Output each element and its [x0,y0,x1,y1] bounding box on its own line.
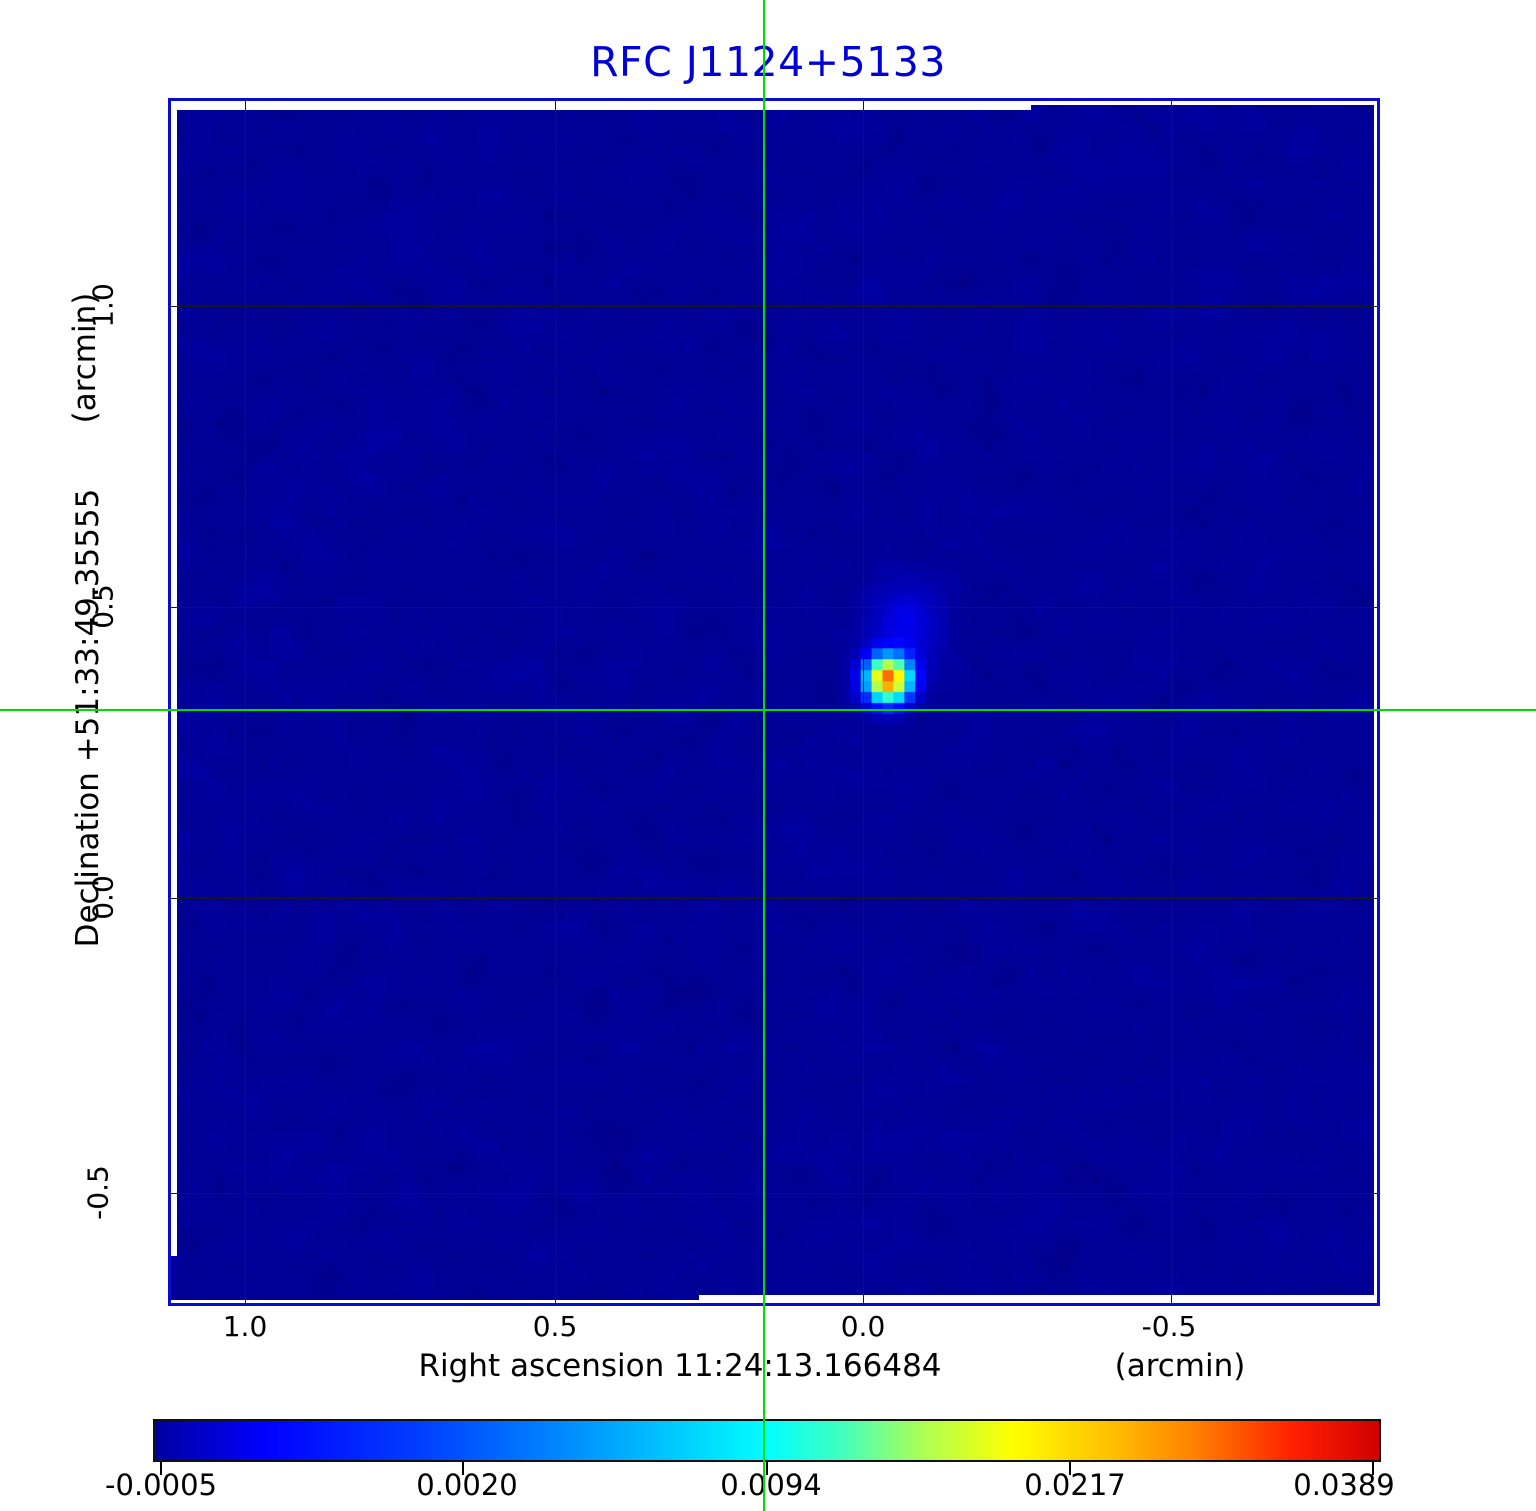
x-tick-label-3: 0.0 [840,1310,886,1343]
colorbar-container[interactable] [153,1419,1381,1462]
x-tick-label-2: 0.5 [532,1310,578,1343]
y-tick-label-4: -0.5 [81,1165,115,1220]
y-axis-unit-label: (arcmin) [67,292,103,424]
colorbar-gradient[interactable] [153,1419,1381,1462]
colorbar-label-1: -0.0005 [105,1468,217,1502]
colorbar-label-3: 0.0094 [720,1468,822,1502]
sky-map-panel[interactable] [168,98,1380,1306]
colorbar-tick-3 [766,1462,768,1475]
x-tick-label-1: 1.0 [222,1310,268,1343]
y-axis-label: Declination +51:33:49.35555 [70,488,106,948]
colorbar-tick-4 [1069,1462,1071,1475]
colorbar-label-2: 0.0020 [416,1468,518,1502]
x-axis-unit-label: (arcmin) [1114,1348,1246,1384]
colorbar-tick-2 [462,1462,464,1475]
x-tick-label-4: -0.5 [1141,1310,1197,1343]
colorbar-tick-5 [1372,1462,1374,1475]
colorbar-label-4: 0.0217 [1024,1468,1126,1502]
radio-map-image[interactable] [171,101,1377,1303]
colorbar-label-5: 0.0389 [1293,1468,1395,1502]
page-title: RFC J1124+5133 [590,38,946,86]
x-axis-label: Right ascension 11:24:13.166484 [418,1348,942,1384]
colorbar-tick-1 [160,1462,162,1475]
